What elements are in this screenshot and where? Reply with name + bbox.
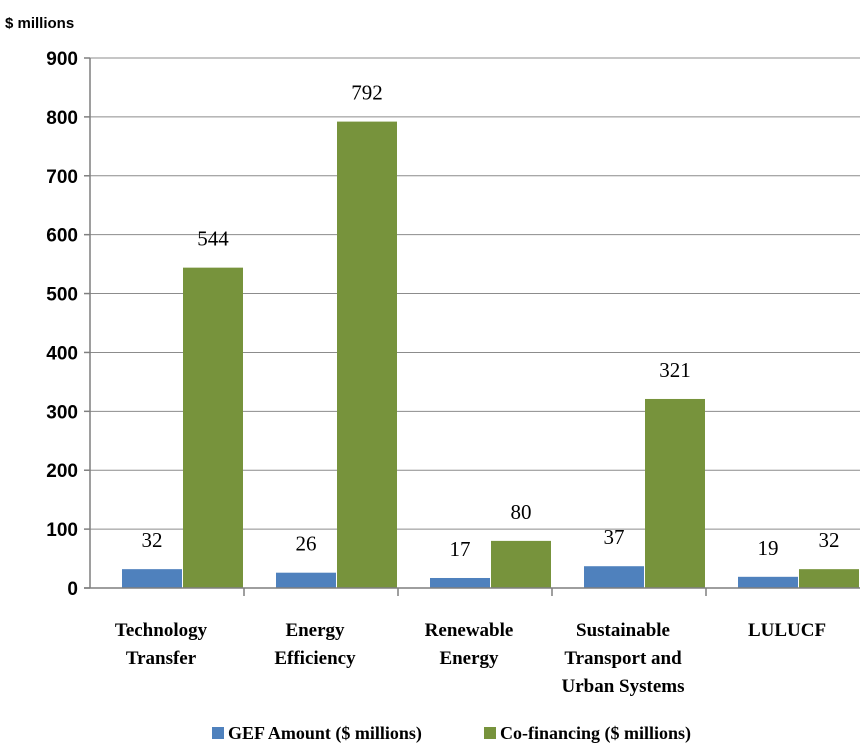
- axes: [84, 58, 860, 596]
- x-tick-label: Energy: [439, 648, 499, 669]
- bar-cofinancing: [183, 267, 243, 588]
- data-label: 80: [511, 500, 532, 524]
- y-tick-label: 500: [46, 285, 78, 306]
- y-axis-label: $ millions: [5, 15, 74, 32]
- x-tick-labels: Technology Transfer Energy Efficiency Renewa…: [115, 620, 826, 697]
- data-label: 32: [142, 528, 163, 552]
- data-label: 321: [659, 358, 691, 382]
- x-tick-label: Energy: [285, 620, 345, 641]
- bar-gef: [276, 572, 336, 588]
- data-label: 32: [819, 528, 840, 552]
- y-tick-label: 400: [46, 343, 78, 364]
- bar-gef: [584, 566, 644, 588]
- legend-swatch: [212, 727, 224, 739]
- data-label: 544: [197, 227, 229, 251]
- y-tick-label: 600: [46, 226, 78, 247]
- data-labels: 32 544 26 792 17 80 37 321 19 32: [142, 81, 840, 561]
- legend: GEF Amount ($ millions) Co-financing ($ m…: [212, 723, 691, 744]
- x-tick-label: Transfer: [126, 648, 197, 669]
- bar-cofinancing: [337, 121, 397, 588]
- x-tick-label: Urban Systems: [562, 676, 685, 697]
- data-label: 37: [604, 525, 625, 549]
- x-tick-label: Technology: [115, 620, 208, 641]
- bar-cofinancing: [799, 569, 859, 588]
- bar-cofinancing: [645, 398, 705, 588]
- y-tick-label: 700: [46, 167, 78, 188]
- bar-gef: [122, 569, 182, 588]
- y-tick-label: 300: [46, 402, 78, 423]
- data-label: 17: [450, 537, 471, 561]
- y-tick-label: 100: [46, 520, 78, 541]
- y-tick-label: 800: [46, 108, 78, 129]
- data-label: 792: [351, 81, 383, 105]
- x-tick-label: Sustainable: [576, 620, 670, 641]
- bar-cofinancing: [491, 540, 551, 588]
- data-label: 19: [758, 536, 779, 560]
- x-tick-label: LULUCF: [748, 620, 826, 641]
- data-label: 26: [296, 532, 317, 556]
- x-tick-label: Transport and: [564, 648, 682, 669]
- x-tick-label: Renewable: [425, 620, 514, 641]
- x-tick-label: Efficiency: [274, 648, 356, 669]
- y-tick-labels: 0 100 200 300 400 500 600 700 800 900: [46, 49, 78, 600]
- legend-swatch: [484, 727, 496, 739]
- y-tick-label: 200: [46, 461, 78, 482]
- bars: [122, 121, 859, 588]
- legend-label: Co-financing ($ millions): [500, 723, 691, 744]
- bar-gef: [430, 577, 490, 588]
- y-tick-label: 900: [46, 49, 78, 70]
- bar-gef: [738, 576, 798, 588]
- legend-label: GEF Amount ($ millions): [228, 723, 422, 744]
- y-tick-label: 0: [67, 579, 78, 600]
